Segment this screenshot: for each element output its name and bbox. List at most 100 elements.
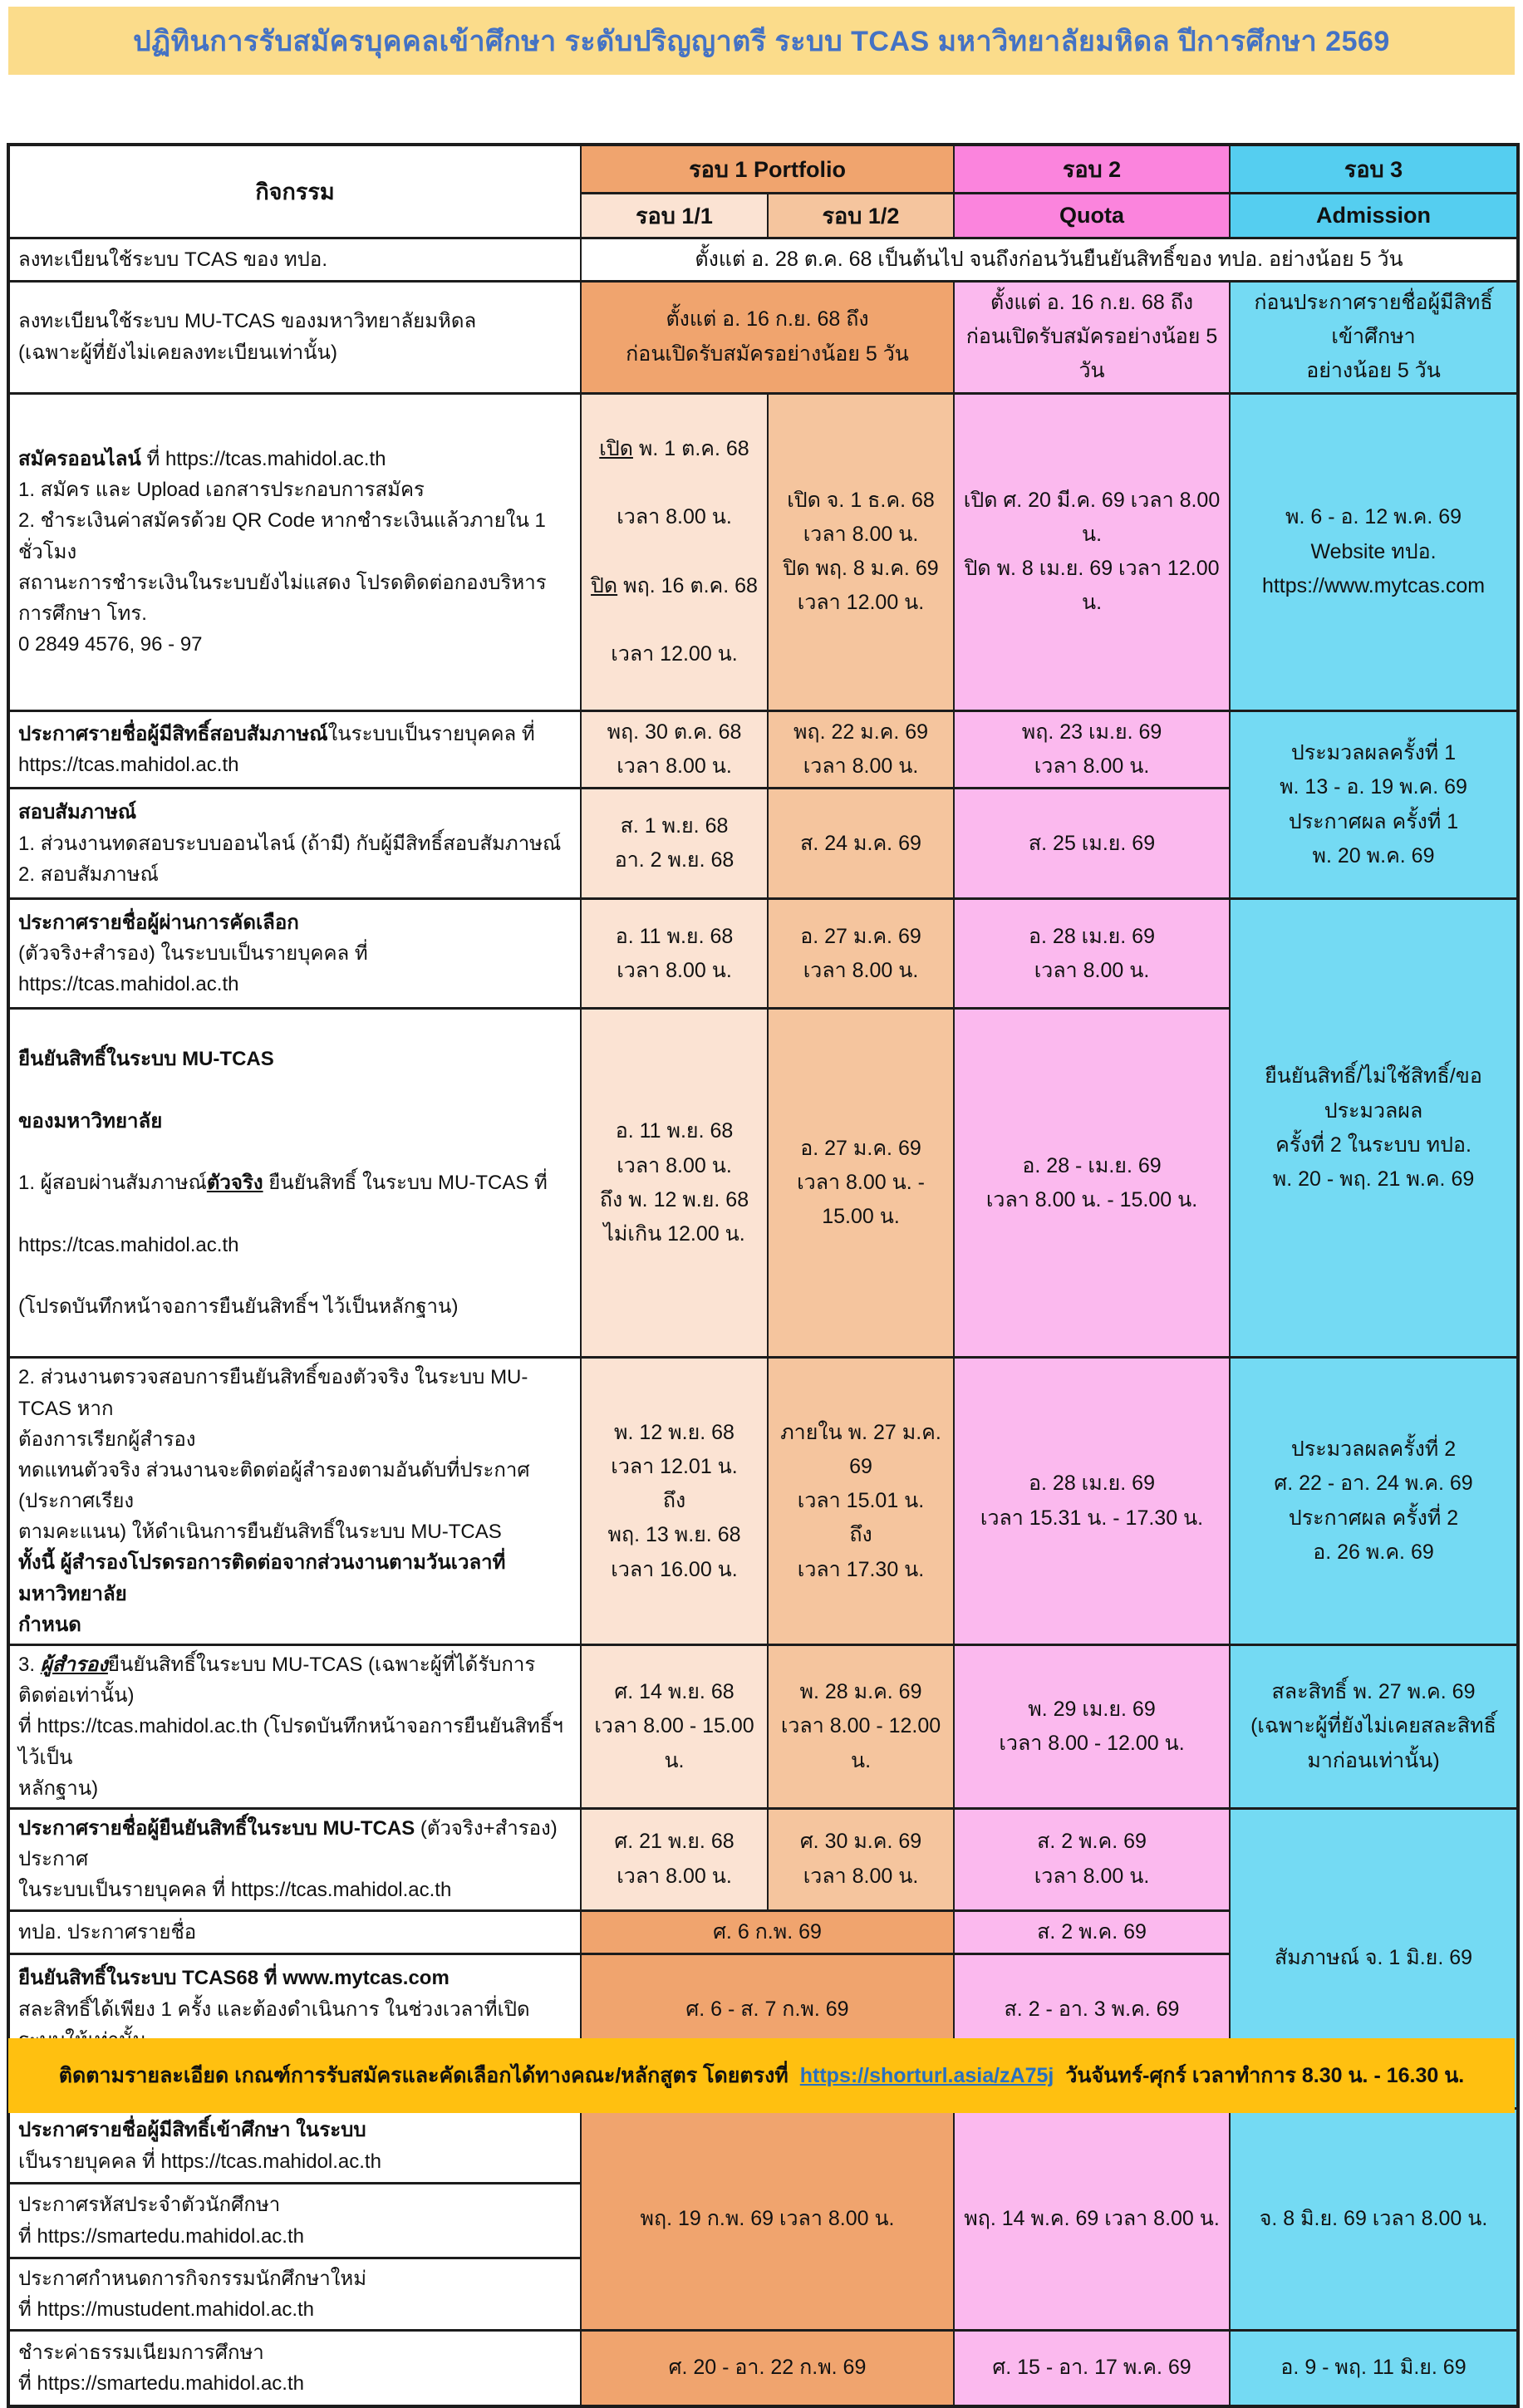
cell-register-mu-portfolio: ตั้งแต่ อ. 16 ก.ย. 68 ถึง ก่อนเปิดรับสมั… xyxy=(579,279,956,395)
activity-apply-steps: 1. สมัคร และ Upload เอกสารประกอบการสมัคร… xyxy=(18,479,547,656)
check-confirm-plain: 2. ส่วนงานตรวจสอบการยืนยันสิทธิ์ของตัวจร… xyxy=(18,1366,530,1544)
cell-interview-quota: ส. 25 เม.ย. 69 xyxy=(953,787,1231,901)
row-tuition: ชำระค่าธรรมเนียมการศึกษา ที่ https://sma… xyxy=(7,2329,1520,2407)
cell-tuition-quota: ศ. 15 - อา. 17 พ.ค. 69 xyxy=(953,2329,1231,2407)
activity-confirm-mu: ยืนยันสิทธิ์ในระบบ MU-TCAS ของมหาวิทยาลั… xyxy=(7,1007,582,1359)
row-interview: สอบสัมภาษณ์ 1. ส่วนงานทดสอบระบบออนไลน์ (ถ… xyxy=(7,787,1518,901)
cell-eligible-quota: พฤ. 14 พ.ค. 69 เวลา 8.00 น. xyxy=(953,2107,1231,2332)
column-header-admission: Admission xyxy=(1229,191,1520,239)
confirm-mu-url: https://tcas.mahidol.ac.th xyxy=(18,1233,239,1256)
announce-confirmed-rest: (ตัวจริง+สำรอง) ประกาศ ในระบบเป็นรายบุคค… xyxy=(18,1816,558,1902)
cell-admission-confirm-tpo: ยืนยันสิทธิ์/ไม่ใช้สิทธิ์/ขอประมวลผล ครั… xyxy=(1229,897,1520,1359)
cell-check-confirm-round-1-2: ภายใน พ. 27 ม.ค. 69 เวลา 15.01 น. ถึง เว… xyxy=(766,1356,956,1646)
activity-announce-interview: ประกาศรายชื่อผู้มีสิทธิ์สอบสัมภาษณ์ในระบ… xyxy=(7,709,582,790)
column-header-quota: Quota xyxy=(953,191,1231,239)
cell-announce-interview-quota: พฤ. 23 เม.ย. 69 เวลา 8.00 น. xyxy=(953,709,1231,790)
column-header-round1-portfolio: รอบ 1 Portfolio xyxy=(579,143,956,194)
page-title: ปฏิทินการรับสมัครบุคคลเข้าศึกษา ระดับปริ… xyxy=(133,26,1390,57)
interview-bold: สอบสัมภาษณ์ xyxy=(18,801,137,824)
reserve-rest: ยืนยันสิทธิ์ในระบบ MU-TCAS (เฉพาะผู้ที่ไ… xyxy=(18,1654,563,1800)
cell-eligible-admission: จ. 8 มิ.ย. 69 เวลา 8.00 น. xyxy=(1229,2107,1520,2332)
cell-announce-confirmed-quota: ส. 2 พ.ค. 69 เวลา 8.00 น. xyxy=(953,1806,1231,1912)
confirm-mu-title-2: ของมหาวิทยาลัย xyxy=(18,1109,163,1133)
activity-register-tpo: ลงทะเบียนใช้ระบบ TCAS ของ ทปอ. xyxy=(7,236,582,283)
open-label: เปิด xyxy=(599,436,633,460)
cell-interview-round-1-2: ส. 24 ม.ค. 69 xyxy=(766,787,956,901)
cell-confirm-mu-round-1-2: อ. 27 ม.ค. 69 เวลา 8.00 น. - 15.00 น. xyxy=(766,1007,956,1359)
footer-text-after: วันจันทร์-ศุกร์ เวลาทำการ 8.30 น. - 16.3… xyxy=(1065,2064,1465,2087)
activity-interview: สอบสัมภาษณ์ 1. ส่วนงานทดสอบระบบออนไลน์ (ถ… xyxy=(7,787,582,901)
reserve-marked: ผู้สำรอง xyxy=(40,1654,108,1676)
check-confirm-bold: ทั้งนี้ ผู้สำรองโปรดรอการติดต่อจากส่วนงา… xyxy=(18,1551,506,1636)
confirm-mu-l3a: 1. ผู้สอบผ่านสัมภาษณ์ xyxy=(18,1172,207,1195)
cell-tuition-portfolio: ศ. 20 - อา. 22 ก.พ. 69 xyxy=(579,2329,956,2407)
reserve-pre: 3. xyxy=(18,1654,41,1676)
column-header-round3: รอบ 3 xyxy=(1229,143,1520,194)
activity-student-id: ประกาศรหัสประจำตัวนักศึกษา ที่ https://s… xyxy=(7,2182,582,2259)
cell-check-confirm-round-1-1: พ. 12 พ.ย. 68 เวลา 12.01 น. ถึง พฤ. 13 พ… xyxy=(580,1356,769,1646)
row-apply-online: สมัครออนไลน์ ที่ https://tcas.mahidol.ac… xyxy=(7,391,1520,712)
announce-selected-bold: ประกาศรายชื่อผู้ผ่านการคัดเลือก xyxy=(18,911,299,934)
cell-announce-selected-round-1-1: อ. 11 พ.ย. 68 เวลา 8.00 น. xyxy=(580,897,769,1010)
cell-eligible-portfolio: พฤ. 19 ก.พ. 69 เวลา 8.00 น. xyxy=(579,2107,956,2332)
row-announce-selected: ประกาศรายชื่อผู้ผ่านการคัดเลือก (ตัวจริง+… xyxy=(7,897,1520,1359)
cell-announce-selected-quota: อ. 28 เม.ย. 69 เวลา 8.00 น. xyxy=(953,897,1231,1010)
row-announce-eligible: ประกาศรายชื่อผู้มีสิทธิ์เข้าศึกษา ในระบบ… xyxy=(7,2107,1520,2332)
row-tpo-announce: ทปอ. ประกาศรายชื่อ ศ. 6 ก.พ. 69 ส. 2 พ.ค… xyxy=(7,1909,1518,1955)
activity-tuition: ชำระค่าธรรมเนียมการศึกษา ที่ https://sma… xyxy=(7,2329,582,2407)
row-announce-interview: ประกาศรายชื่อผู้มีสิทธิ์สอบสัมภาษณ์ในระบ… xyxy=(7,709,1520,901)
footer-text-before: ติดตามรายละเอียด เกณฑ์การรับสมัครและคัดเ… xyxy=(58,2064,789,2087)
activity-announce-selected: ประกาศรายชื่อผู้ผ่านการคัดเลือก (ตัวจริง+… xyxy=(7,897,582,1010)
announce-interview-bold: ประกาศรายชื่อผู้มีสิทธิ์สอบสัมภาษณ์ xyxy=(18,722,328,745)
cell-admission-processing-1: ประมวลผลครั้งที่ 1 พ. 13 - อ. 19 พ.ค. 69… xyxy=(1229,709,1520,901)
cell-register-tpo-all-rounds: ตั้งแต่ อ. 28 ต.ค. 68 เป็นต้นไป จนถึงก่อ… xyxy=(579,236,1520,283)
row-register-tpo: ลงทะเบียนใช้ระบบ TCAS ของ ทปอ. ตั้งแต่ อ… xyxy=(7,236,1520,283)
activity-apply-bold: สมัครออนไลน์ xyxy=(18,447,141,470)
activity-apply-url: ที่ https://tcas.mahidol.ac.th xyxy=(140,447,386,470)
tcas-calendar-page: ปฏิทินการรับสมัครบุคคลเข้าศึกษา ระดับปริ… xyxy=(7,7,1521,2408)
activity-apply-online: สมัครออนไลน์ ที่ https://tcas.mahidol.ac… xyxy=(7,391,582,712)
cell-register-mu-admission: ก่อนประกาศรายชื่อผู้มีสิทธิ์เข้าศึกษา อย… xyxy=(1229,279,1520,395)
cell-reserve-confirm-round-1-2: พ. 28 ม.ค. 69 เวลา 8.00 - 12.00 น. xyxy=(766,1644,956,1810)
column-header-round-1-2: รอบ 1/2 xyxy=(766,191,956,239)
column-header-activity: กิจกรรม xyxy=(7,143,582,239)
activity-check-confirm: 2. ส่วนงานตรวจสอบการยืนยันสิทธิ์ของตัวจร… xyxy=(7,1356,582,1646)
interview-steps: 1. ส่วนงานทดสอบระบบออนไลน์ (ถ้ามี) กับผู… xyxy=(18,832,562,886)
cell-announce-confirmed-round-1-1: ศ. 21 พ.ย. 68 เวลา 8.00 น. xyxy=(580,1806,769,1912)
open-time: เวลา 8.00 น. xyxy=(617,505,732,529)
cell-announce-selected-round-1-2: อ. 27 ม.ค. 69 เวลา 8.00 น. xyxy=(766,897,956,1010)
cell-tuition-admission: อ. 9 - พฤ. 11 มิ.ย. 69 xyxy=(1229,2329,1520,2407)
confirm-mu-l3b: ตัวจริง xyxy=(206,1172,263,1195)
cell-register-mu-quota: ตั้งแต่ อ. 16 ก.ย. 68 ถึง ก่อนเปิดรับสมั… xyxy=(953,279,1231,395)
cell-reserve-confirm-round-1-1: ศ. 14 พ.ย. 68 เวลา 8.00 - 15.00 น. xyxy=(580,1644,769,1810)
row-register-mu: ลงทะเบียนใช้ระบบ MU-TCAS ของมหาวิทยาลัยม… xyxy=(7,279,1520,395)
cell-tpo-announce-quota: ส. 2 พ.ค. 69 xyxy=(953,1909,1231,1955)
cell-confirm-mu-quota: อ. 28 - เม.ย. 69 เวลา 8.00 น. - 15.00 น. xyxy=(953,1007,1231,1359)
row-check-confirm: 2. ส่วนงานตรวจสอบการยืนยันสิทธิ์ของตัวจร… xyxy=(7,1356,1520,1646)
close-date: พฤ. 16 ต.ค. 68 xyxy=(617,573,758,597)
cell-apply-round-1-2: เปิด จ. 1 ธ.ค. 68 เวลา 8.00 น. ปิด พฤ. 8… xyxy=(766,391,956,712)
footer-shorturl-link[interactable]: https://shorturl.asia/zA75j xyxy=(799,2063,1054,2087)
open-date: พ. 1 ต.ค. 68 xyxy=(632,436,749,460)
cell-announce-interview-round-1-1: พฤ. 30 ต.ค. 68 เวลา 8.00 น. xyxy=(580,709,769,790)
row-announce-confirmed: ประกาศรายชื่อผู้ยืนยันสิทธิ์ในระบบ MU-TC… xyxy=(7,1806,1520,2111)
announce-confirmed-bold: ประกาศรายชื่อผู้ยืนยันสิทธิ์ในระบบ MU-TC… xyxy=(18,1816,415,1840)
cell-admission-renounce: สละสิทธิ์ พ. 27 พ.ค. 69 (เฉพาะผู้ที่ยังไ… xyxy=(1229,1644,1520,1810)
activity-announce-confirmed: ประกาศรายชื่อผู้ยืนยันสิทธิ์ในระบบ MU-TC… xyxy=(7,1806,582,1912)
close-time: เวลา 12.00 น. xyxy=(611,642,738,666)
confirm-mu-l3c: ยืนยันสิทธิ์ ในระบบ MU-TCAS ที่ xyxy=(263,1172,548,1195)
cell-tpo-announce-portfolio: ศ. 6 ก.พ. 69 xyxy=(579,1909,956,1955)
footer-banner: ติดตามรายละเอียด เกณฑ์การรับสมัครและคัดเ… xyxy=(8,2038,1515,2113)
row-confirm-mu: ยืนยันสิทธิ์ในระบบ MU-TCAS ของมหาวิทยาลั… xyxy=(7,1007,1518,1359)
cell-announce-confirmed-round-1-2: ศ. 30 ม.ค. 69 เวลา 8.00 น. xyxy=(766,1806,956,1912)
column-header-round2: รอบ 2 xyxy=(953,143,1231,194)
close-label: ปิด xyxy=(591,573,618,597)
announce-interview-rest: ในระบบเป็นรายบุคคล ที่ https://tcas.mahi… xyxy=(18,722,535,776)
confirm-tcas-bold: ยืนยันสิทธิ์ในระบบ TCAS68 ที่ www.mytcas… xyxy=(18,1967,450,1990)
header-row-2: รอบ 1/1 รอบ 1/2 Quota Admission xyxy=(8,191,1520,239)
activity-register-mu: ลงทะเบียนใช้ระบบ MU-TCAS ของมหาวิทยาลัยม… xyxy=(7,279,582,395)
header-row-1: กิจกรรม รอบ 1 Portfolio รอบ 2 รอบ 3 xyxy=(7,143,1520,239)
activity-reserve-confirm: 3. ผู้สำรองยืนยันสิทธิ์ในระบบ MU-TCAS (เ… xyxy=(7,1644,582,1810)
cell-reserve-confirm-quota: พ. 29 เม.ย. 69 เวลา 8.00 - 12.00 น. xyxy=(953,1644,1231,1810)
cell-interview-round-1-1: ส. 1 พ.ย. 68 อา. 2 พ.ย. 68 xyxy=(580,787,769,901)
